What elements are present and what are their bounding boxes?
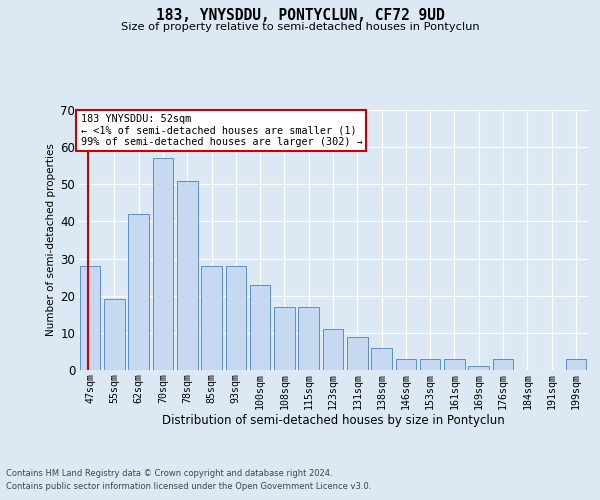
Bar <box>201 266 222 370</box>
Bar <box>104 300 125 370</box>
Text: Size of property relative to semi-detached houses in Pontyclun: Size of property relative to semi-detach… <box>121 22 479 32</box>
Bar <box>493 359 514 370</box>
Bar <box>80 266 100 370</box>
Bar <box>444 359 465 370</box>
Bar <box>395 359 416 370</box>
Bar <box>152 158 173 370</box>
Bar <box>298 307 319 370</box>
Bar <box>371 348 392 370</box>
X-axis label: Distribution of semi-detached houses by size in Pontyclun: Distribution of semi-detached houses by … <box>161 414 505 428</box>
Text: Contains public sector information licensed under the Open Government Licence v3: Contains public sector information licen… <box>6 482 371 491</box>
Text: 183 YNYSDDU: 52sqm
← <1% of semi-detached houses are smaller (1)
99% of semi-det: 183 YNYSDDU: 52sqm ← <1% of semi-detache… <box>80 114 362 147</box>
Y-axis label: Number of semi-detached properties: Number of semi-detached properties <box>46 144 56 336</box>
Text: 183, YNYSDDU, PONTYCLUN, CF72 9UD: 183, YNYSDDU, PONTYCLUN, CF72 9UD <box>155 8 445 22</box>
Bar <box>420 359 440 370</box>
Bar <box>469 366 489 370</box>
Bar <box>128 214 149 370</box>
Bar <box>250 284 271 370</box>
Bar <box>347 336 368 370</box>
Bar <box>566 359 586 370</box>
Bar <box>177 180 197 370</box>
Bar <box>226 266 246 370</box>
Bar <box>323 329 343 370</box>
Text: Contains HM Land Registry data © Crown copyright and database right 2024.: Contains HM Land Registry data © Crown c… <box>6 468 332 477</box>
Bar <box>274 307 295 370</box>
